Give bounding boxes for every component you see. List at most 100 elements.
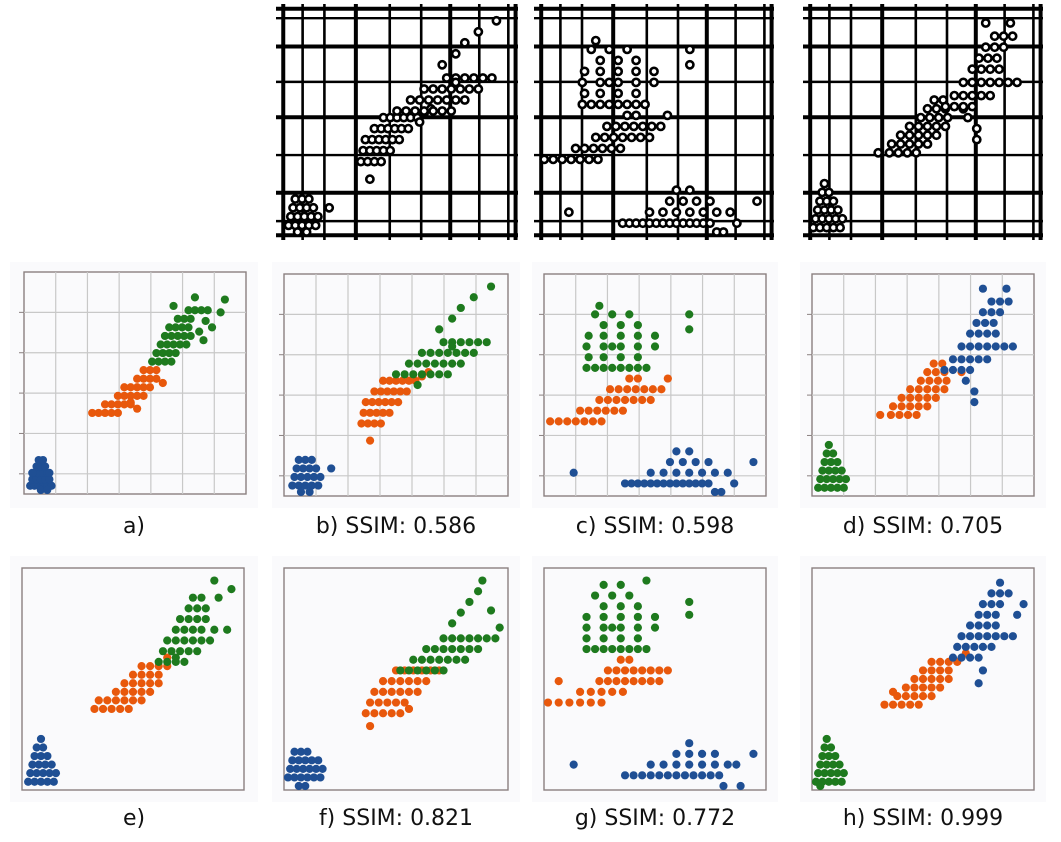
edge-point bbox=[911, 147, 922, 158]
scatter-point-virginica bbox=[599, 353, 608, 362]
scatter-point-virginica bbox=[599, 602, 608, 611]
scatter-point-versicolor bbox=[370, 419, 379, 428]
scatter-panel-b bbox=[272, 262, 520, 508]
edge-point bbox=[873, 147, 884, 158]
scatter-point-setosa bbox=[41, 760, 50, 769]
edge-point bbox=[942, 112, 953, 123]
scatter-point-virginica bbox=[465, 338, 474, 347]
scatter-point-virginica bbox=[456, 634, 465, 643]
scatter-point-virginica bbox=[426, 348, 435, 357]
edge-point bbox=[613, 77, 624, 88]
scatter-point-virginica bbox=[650, 612, 660, 622]
scatter-point-versicolor bbox=[563, 417, 572, 426]
scatter-point-virginica bbox=[152, 348, 161, 358]
scatter-point-versicolor bbox=[595, 677, 604, 686]
scatter-point-virginica bbox=[165, 348, 174, 358]
scatter-point-virginica bbox=[197, 636, 206, 645]
scatter-point-versicolor bbox=[133, 374, 142, 383]
edge-point bbox=[698, 207, 709, 218]
scatter-point-virginica bbox=[207, 323, 217, 332]
scatter-point-virginica bbox=[633, 353, 642, 362]
edge-point bbox=[671, 207, 682, 218]
edge-point bbox=[958, 101, 969, 112]
edge-point bbox=[437, 106, 448, 116]
scatter-point-versicolor bbox=[571, 417, 580, 426]
scatter-point-setosa bbox=[311, 464, 321, 473]
scatter-point-versicolor bbox=[376, 387, 385, 396]
scatter-point-versicolor bbox=[137, 679, 146, 688]
edge-point bbox=[376, 156, 387, 167]
edge-point bbox=[611, 121, 621, 132]
scatter-point-virginica bbox=[163, 636, 172, 645]
scatter-point-versicolor bbox=[593, 406, 602, 415]
edge-point bbox=[649, 77, 659, 88]
scatter-point-virginica bbox=[824, 751, 833, 761]
scatter-point-setosa bbox=[36, 751, 46, 761]
scatter-point-virginica bbox=[201, 316, 210, 326]
scatter-point-setosa bbox=[995, 589, 1005, 598]
edge-point bbox=[597, 143, 608, 154]
scatter-point-setosa bbox=[957, 632, 966, 641]
scatter-point-virginica bbox=[184, 647, 193, 656]
edge-point bbox=[631, 77, 641, 88]
edge-point bbox=[976, 77, 987, 88]
scatter-point-versicolor bbox=[383, 387, 392, 396]
edge-point bbox=[967, 90, 978, 101]
edge-point bbox=[994, 77, 1005, 88]
edge-point bbox=[401, 106, 411, 116]
scatter-point-setosa bbox=[957, 365, 966, 375]
scatter-point-virginica bbox=[625, 644, 634, 654]
scatter-point-versicolor bbox=[612, 666, 621, 675]
scatter-point-virginica bbox=[182, 340, 191, 349]
edge-point bbox=[949, 90, 960, 101]
scatter-point-versicolor bbox=[576, 406, 585, 415]
edge-point bbox=[619, 121, 630, 132]
scatter-point-versicolor bbox=[580, 417, 589, 426]
scatter-point-virginica bbox=[599, 331, 608, 340]
scatter-point-virginica bbox=[822, 760, 831, 769]
scatter-point-versicolor bbox=[100, 400, 110, 409]
scatter-point-virginica bbox=[448, 634, 457, 643]
scatter-point-setosa bbox=[689, 771, 698, 780]
scatter-point-virginica bbox=[826, 769, 836, 778]
caption-c: c) SSIM: 0.598 bbox=[575, 514, 735, 539]
edge-point bbox=[1007, 31, 1018, 42]
scatter-point-versicolor bbox=[906, 700, 915, 709]
scatter-point-virginica bbox=[435, 370, 444, 379]
scatter-point-virginica bbox=[625, 310, 634, 319]
scatter-point-virginica bbox=[417, 348, 427, 357]
scatter-point-setosa bbox=[26, 769, 35, 778]
scatter-point-virginica bbox=[171, 636, 180, 645]
scatter-point-setosa bbox=[28, 760, 37, 769]
scatter-point-virginica bbox=[642, 576, 651, 585]
scatter-point-versicolor bbox=[359, 408, 368, 417]
scatter-point-versicolor bbox=[625, 374, 634, 383]
scatter-point-setosa bbox=[296, 472, 306, 482]
scatter-point-virginica bbox=[195, 327, 204, 336]
edge-point bbox=[622, 110, 633, 121]
scatter-point-setosa bbox=[569, 468, 578, 477]
scatter-plot-d bbox=[800, 262, 1046, 508]
scatter-point-versicolor bbox=[113, 408, 122, 418]
edge-point bbox=[837, 213, 848, 224]
edge-point bbox=[684, 207, 695, 218]
scatter-point-virginica bbox=[633, 320, 642, 330]
scatter-point-versicolor bbox=[124, 704, 133, 714]
scatter-point-versicolor bbox=[936, 657, 945, 666]
scatter-point-setosa bbox=[43, 777, 52, 786]
scatter-point-setosa bbox=[974, 621, 983, 630]
scatter-point-versicolor bbox=[918, 666, 928, 675]
edge-point bbox=[604, 77, 615, 88]
edge-point bbox=[980, 18, 991, 28]
scatter-point-setosa bbox=[991, 632, 1000, 641]
edge-point bbox=[931, 103, 942, 114]
edge-point bbox=[684, 44, 695, 55]
edge-map-d-svg bbox=[803, 4, 1043, 240]
scatter-point-virginica bbox=[167, 331, 176, 341]
scatter-point-virginica bbox=[443, 655, 452, 664]
scatter-point-versicolor bbox=[404, 677, 414, 686]
scatter-point-virginica bbox=[599, 644, 608, 654]
scatter-point-versicolor bbox=[139, 374, 148, 383]
scatter-point-virginica bbox=[829, 475, 838, 484]
scatter-point-virginica bbox=[391, 370, 401, 379]
